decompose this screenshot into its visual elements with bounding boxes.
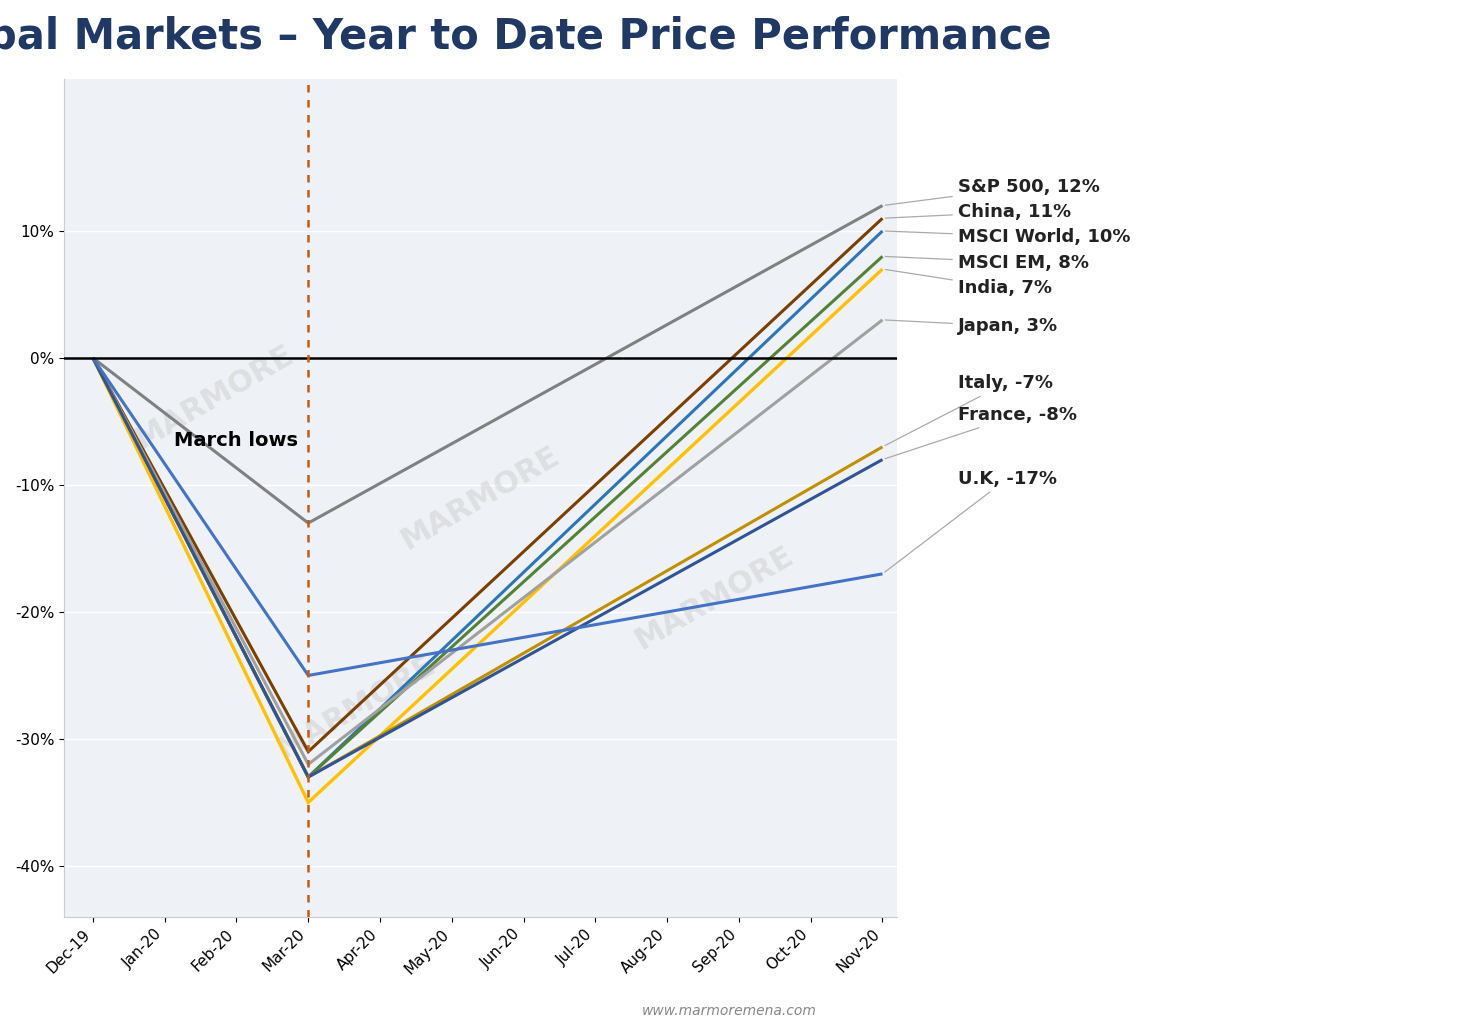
Text: www.marmoremena.com: www.marmoremena.com	[642, 1003, 817, 1018]
Text: March lows: March lows	[174, 431, 298, 450]
Text: MSCI EM, 8%: MSCI EM, 8%	[886, 254, 1088, 272]
Text: MSCI World, 10%: MSCI World, 10%	[886, 228, 1131, 246]
Text: France, -8%: France, -8%	[886, 406, 1077, 459]
Text: Japan, 3%: Japan, 3%	[886, 317, 1058, 335]
Text: India, 7%: India, 7%	[886, 270, 1052, 298]
Text: U.K, -17%: U.K, -17%	[884, 470, 1056, 572]
Text: MARMORE: MARMORE	[271, 650, 441, 764]
Text: MARMORE: MARMORE	[130, 340, 299, 455]
Text: MARMORE: MARMORE	[629, 541, 798, 655]
Text: MARMORE: MARMORE	[397, 441, 565, 555]
Text: S&P 500, 12%: S&P 500, 12%	[886, 178, 1100, 206]
Text: China, 11%: China, 11%	[886, 202, 1071, 221]
Text: Italy, -7%: Italy, -7%	[886, 374, 1053, 445]
Title: Global Markets – Year to Date Price Performance: Global Markets – Year to Date Price Perf…	[0, 15, 1052, 57]
